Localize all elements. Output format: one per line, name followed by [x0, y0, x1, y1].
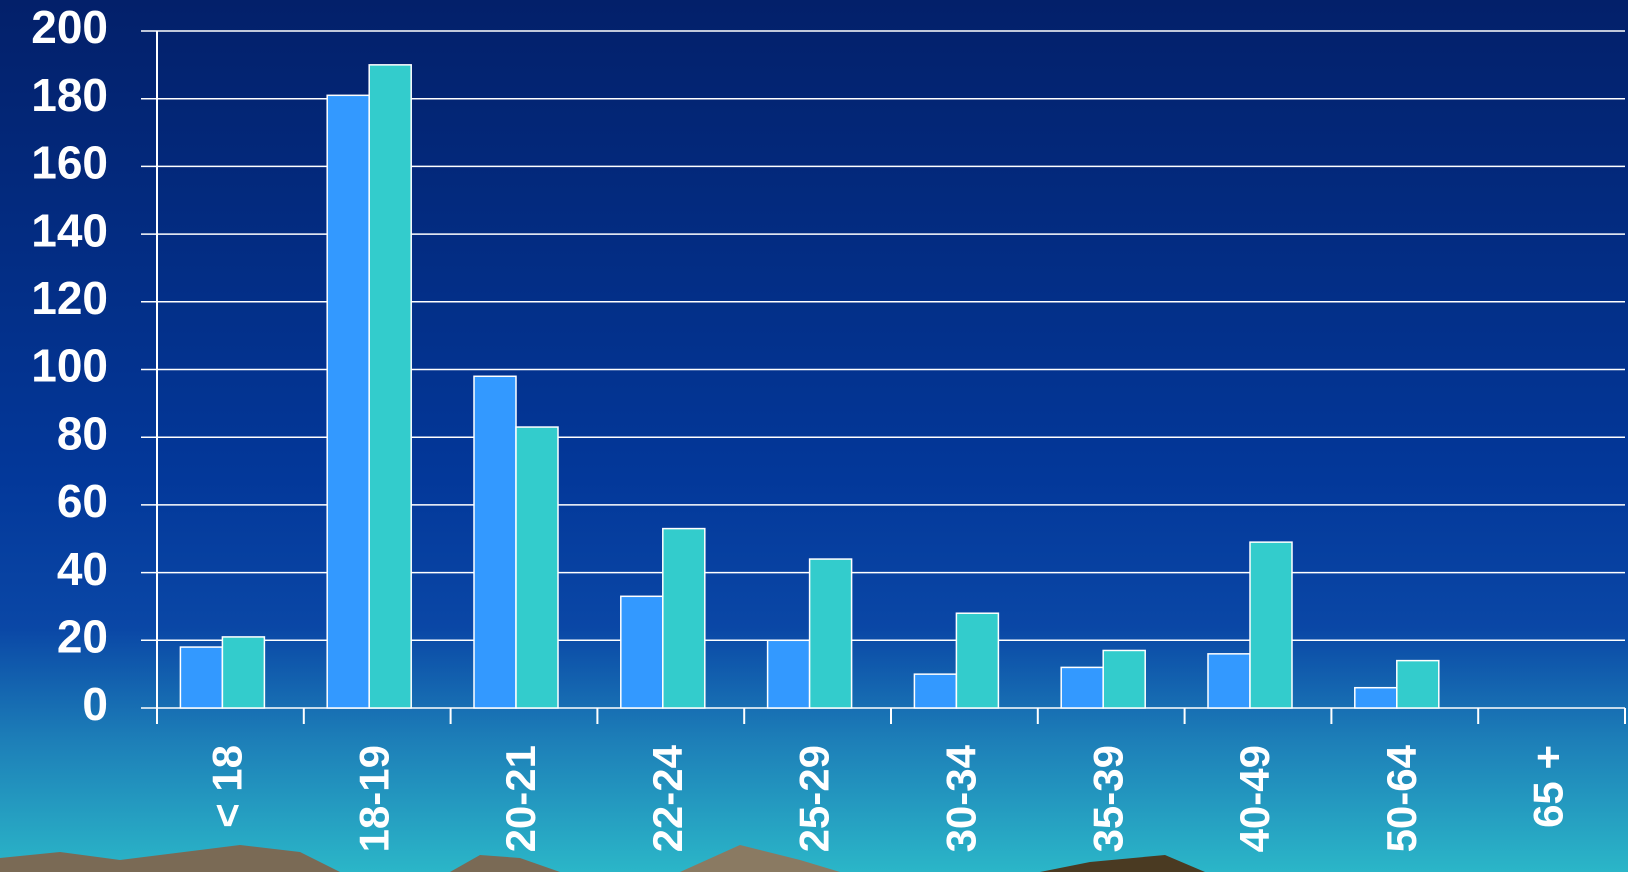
y-tick-label: 120	[31, 272, 108, 324]
x-tick-label: 22-24	[644, 744, 691, 852]
x-tick-label: 30-34	[937, 744, 984, 852]
y-tick-label: 40	[57, 543, 108, 595]
bar	[1354, 686, 1398, 709]
y-tick-label: 20	[57, 610, 108, 662]
y-tick-label: 140	[31, 204, 108, 256]
mountains	[0, 845, 1205, 872]
bar	[766, 639, 811, 709]
x-tick-label: 25-29	[791, 745, 838, 852]
x-tick-label: 18-19	[350, 745, 397, 852]
bar	[808, 558, 853, 709]
y-tick-label: 0	[82, 678, 108, 730]
bar	[1102, 649, 1146, 709]
bar	[1249, 541, 1293, 709]
bar	[955, 612, 1000, 709]
x-tick-label: 20-21	[497, 745, 544, 852]
y-tick-label: 100	[31, 340, 108, 392]
bar	[221, 636, 266, 709]
bar	[473, 375, 517, 709]
y-tick-label: 200	[31, 1, 108, 53]
bar	[662, 527, 706, 709]
y-tick-label: 60	[57, 475, 108, 527]
bar	[368, 64, 412, 709]
x-tick-label: < 18	[203, 745, 250, 828]
bar	[913, 673, 958, 709]
bar	[179, 646, 224, 709]
bar	[326, 94, 370, 709]
x-tick-label: 50-64	[1378, 744, 1425, 852]
bar	[1207, 653, 1251, 709]
x-tick-label: 65 +	[1525, 745, 1572, 828]
x-tick-label: 40-49	[1231, 745, 1278, 852]
bar	[515, 426, 559, 709]
y-tick-label: 160	[31, 137, 108, 189]
y-tick-label: 80	[57, 407, 108, 459]
bar	[1060, 666, 1104, 709]
x-tick-label: 35-39	[1084, 745, 1131, 852]
y-tick-label: 180	[31, 69, 108, 121]
bar	[1396, 659, 1440, 709]
bar	[620, 595, 664, 709]
